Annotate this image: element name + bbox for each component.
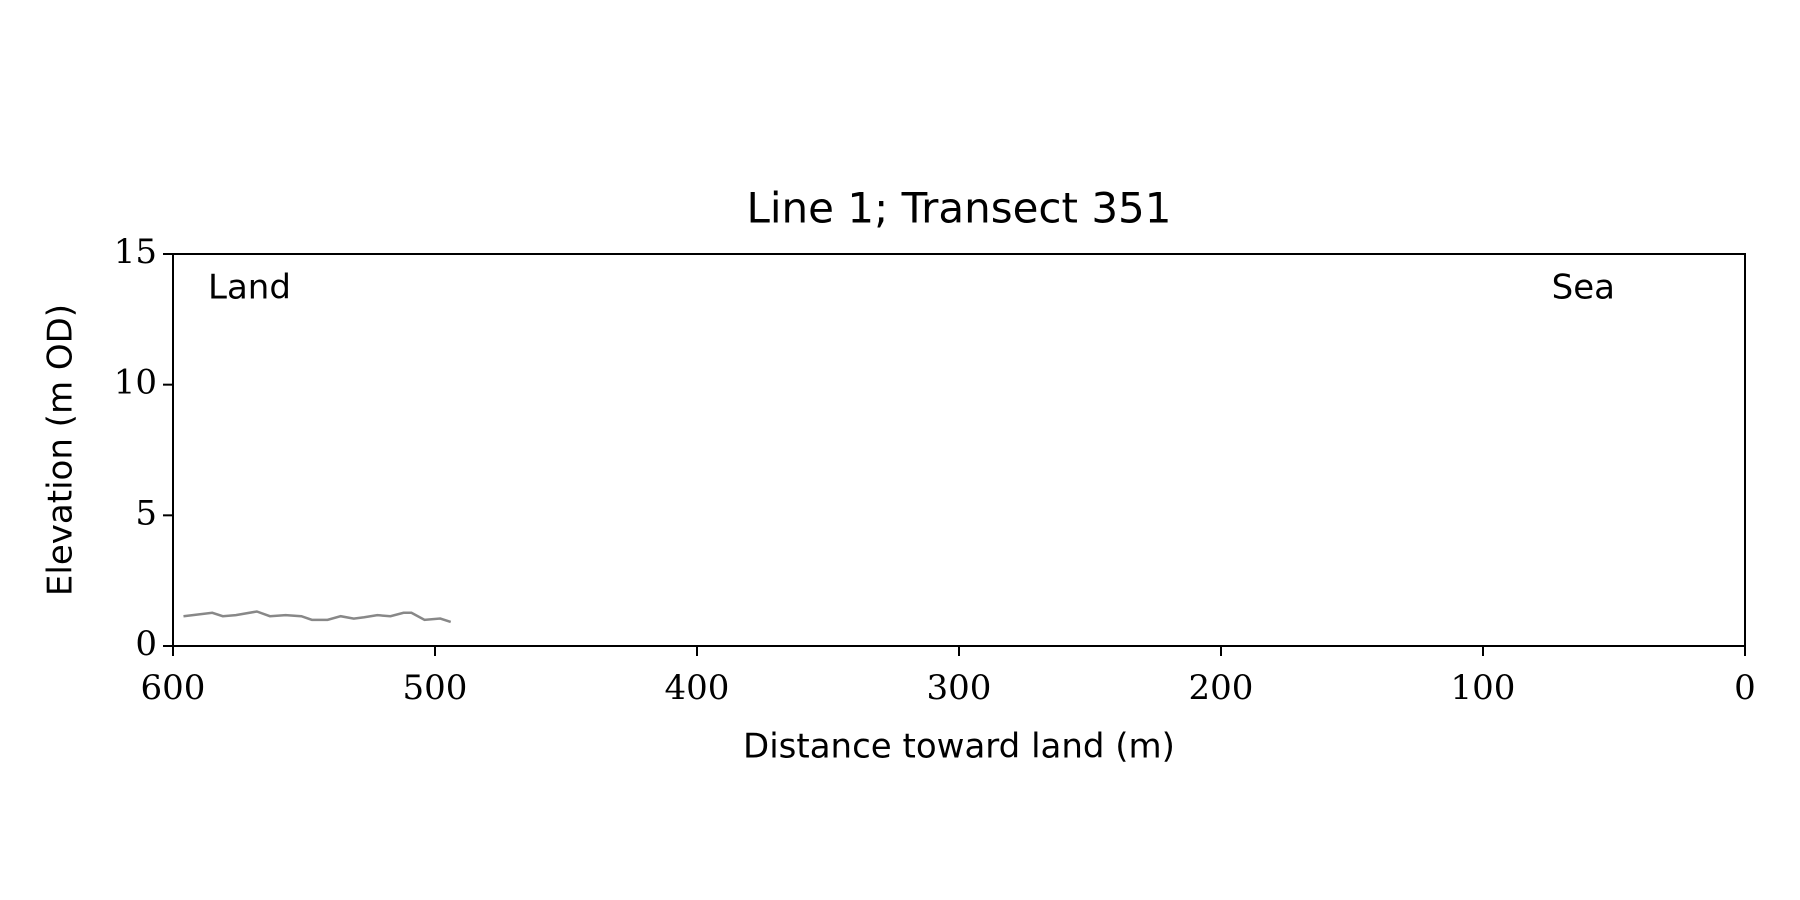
data-line xyxy=(183,610,452,624)
annotation: Land xyxy=(208,268,291,308)
y-tick-label: 0 xyxy=(135,624,157,664)
y-axis-label: Elevation (m OD) xyxy=(41,304,81,596)
x-tick-label: 100 xyxy=(1451,668,1516,708)
y-tick-label: 5 xyxy=(135,493,157,533)
x-tick-label: 600 xyxy=(141,668,206,708)
y-tick-label: 15 xyxy=(114,232,157,272)
x-axis-label: Distance toward land (m) xyxy=(743,727,1175,767)
x-tick-label: 400 xyxy=(665,668,730,708)
x-tick-label: 500 xyxy=(403,668,468,708)
x-tick-label: 0 xyxy=(1734,668,1756,708)
x-tick-label: 300 xyxy=(927,668,992,708)
x-tick-label: 200 xyxy=(1189,668,1254,708)
y-tick-label: 10 xyxy=(114,363,157,403)
plot-frame xyxy=(172,253,1746,647)
chart-title: Line 1; Transect 351 xyxy=(746,184,1171,233)
annotation: Sea xyxy=(1552,268,1615,308)
